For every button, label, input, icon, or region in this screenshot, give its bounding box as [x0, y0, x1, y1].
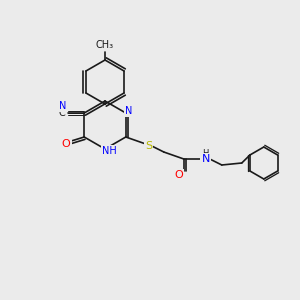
Text: O: O: [62, 139, 70, 149]
Text: O: O: [174, 170, 183, 180]
Text: N: N: [202, 154, 210, 164]
Text: N: N: [125, 106, 133, 116]
Text: C: C: [59, 108, 66, 118]
Text: S: S: [145, 141, 152, 151]
Text: H: H: [202, 149, 209, 158]
Text: NH: NH: [102, 146, 116, 156]
Text: CH₃: CH₃: [96, 40, 114, 50]
Text: N: N: [58, 101, 66, 111]
